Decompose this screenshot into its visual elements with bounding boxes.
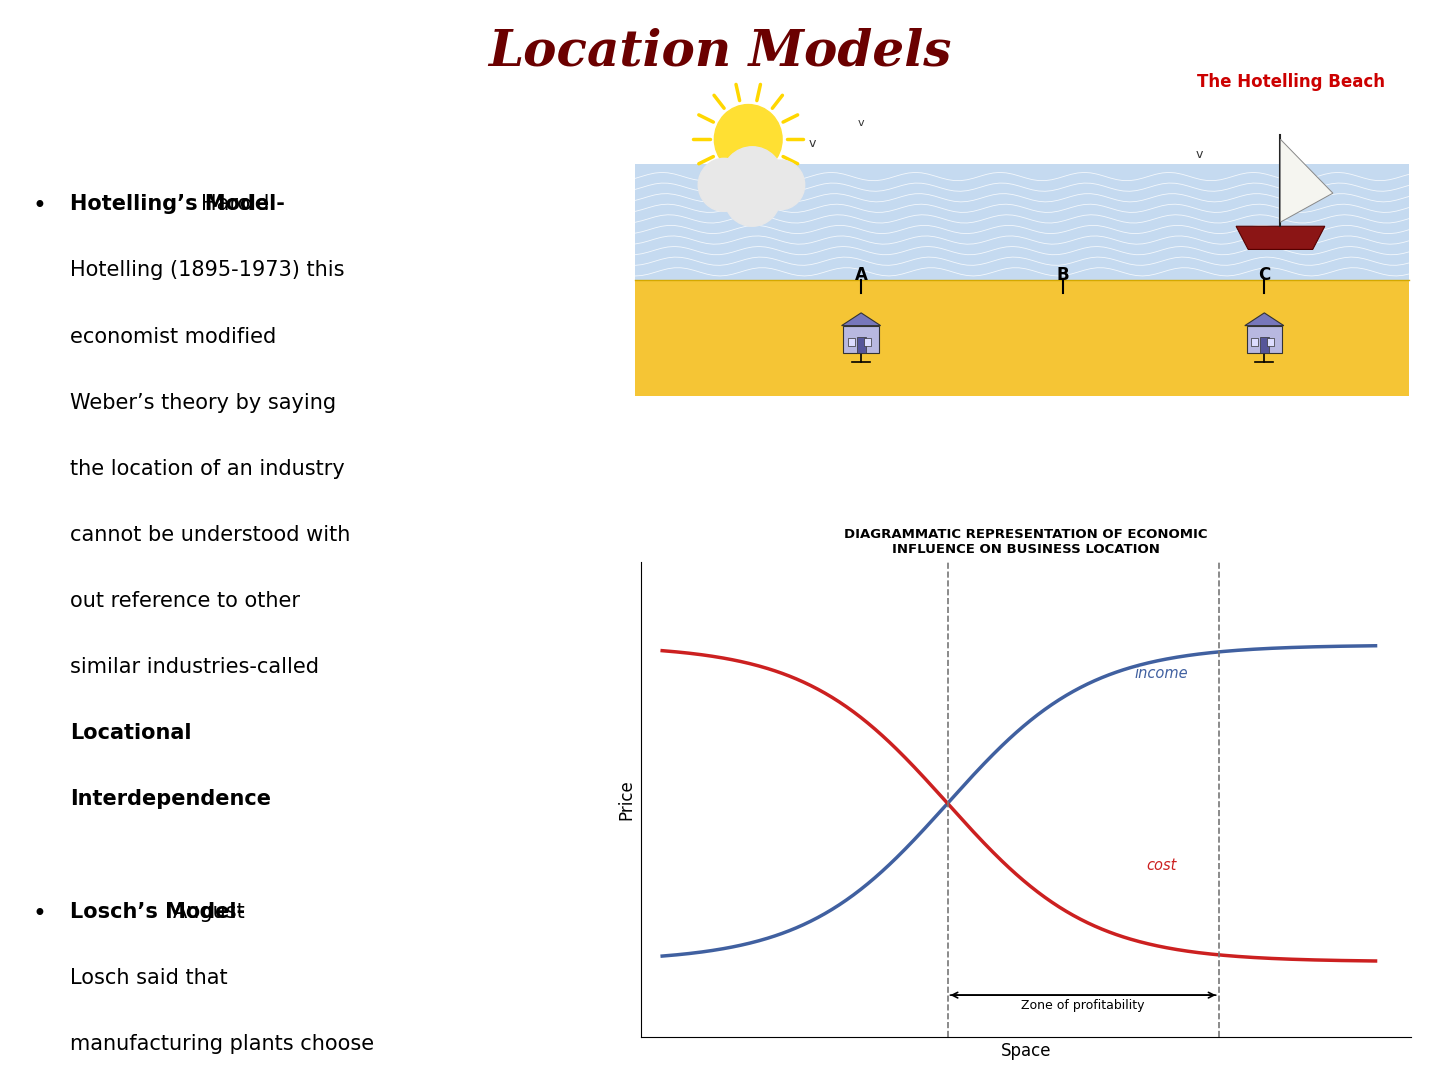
Bar	[635, 164, 1410, 280]
Text: Hotelling (1895-1973) this: Hotelling (1895-1973) this	[71, 260, 344, 281]
Text: the location of an industry: the location of an industry	[71, 459, 344, 478]
Bar	[1260, 337, 1269, 353]
Circle shape	[714, 105, 782, 174]
Text: Weber’s theory by saying: Weber’s theory by saying	[71, 393, 337, 413]
Text: B: B	[1057, 266, 1068, 284]
Polygon shape	[1236, 227, 1325, 249]
Text: Locational: Locational	[71, 724, 192, 743]
Text: v: v	[858, 118, 864, 127]
Text: v: v	[809, 137, 816, 150]
Polygon shape	[1280, 139, 1333, 222]
Bar	[848, 338, 855, 346]
Text: •: •	[33, 194, 48, 218]
Bar	[635, 280, 1410, 396]
Bar	[1251, 338, 1259, 346]
Text: A: A	[855, 266, 867, 284]
Bar	[857, 337, 865, 353]
Y-axis label: Price: Price	[618, 779, 635, 820]
Text: manufacturing plants choose: manufacturing plants choose	[71, 1034, 374, 1054]
Text: Interdependence: Interdependence	[71, 789, 271, 809]
Text: out reference to other: out reference to other	[71, 591, 300, 611]
Circle shape	[756, 160, 805, 210]
Title: DIAGRAMMATIC REPRESENTATION OF ECONOMIC
INFLUENCE ON BUSINESS LOCATION: DIAGRAMMATIC REPRESENTATION OF ECONOMIC …	[844, 528, 1208, 556]
Text: August: August	[173, 902, 246, 921]
Bar	[864, 338, 871, 346]
X-axis label: Space: Space	[1001, 1042, 1051, 1061]
Text: •: •	[33, 902, 48, 926]
Bar	[1247, 326, 1282, 353]
Polygon shape	[1244, 313, 1284, 326]
Text: The Hotelling Beach: The Hotelling Beach	[1197, 73, 1385, 91]
Text: income: income	[1135, 666, 1188, 681]
Text: cost: cost	[1146, 859, 1176, 873]
Text: v: v	[1197, 148, 1204, 161]
Text: Hotelling’s Model-: Hotelling’s Model-	[71, 194, 285, 215]
Circle shape	[721, 147, 783, 210]
Bar	[844, 326, 878, 353]
Polygon shape	[841, 313, 881, 326]
Circle shape	[724, 168, 780, 227]
Bar	[1267, 338, 1274, 346]
Text: Losch’s Model-: Losch’s Model-	[71, 902, 245, 921]
Text: C: C	[1259, 266, 1270, 284]
Text: Location Models: Location Models	[488, 27, 952, 76]
Text: Zone of profitability: Zone of profitability	[1021, 999, 1145, 1012]
Text: similar industries-called: similar industries-called	[71, 657, 320, 677]
Circle shape	[698, 159, 750, 212]
Text: economist modified: economist modified	[71, 326, 276, 347]
Text: Harold: Harold	[202, 194, 269, 215]
Text: Losch said that: Losch said that	[71, 968, 228, 988]
Text: cannot be understood with: cannot be understood with	[71, 525, 350, 545]
